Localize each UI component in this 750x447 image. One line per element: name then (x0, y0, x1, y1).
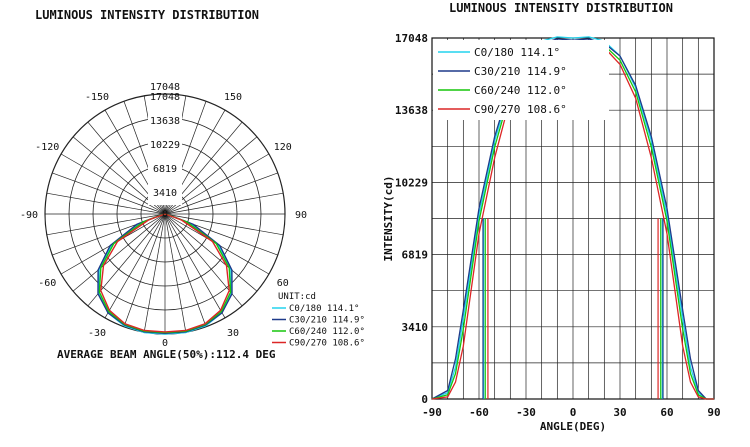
polar-spoke (143, 213, 166, 333)
polar-spoke (46, 192, 166, 215)
polar-spoke (164, 213, 187, 333)
angle-label: 17048 (150, 82, 180, 93)
y-tick-label: 3410 (402, 321, 429, 334)
ring-label: 13638 (150, 116, 180, 127)
angle-label: 60 (277, 278, 289, 289)
polar-spoke (52, 172, 166, 215)
angle-label: 30 (227, 328, 239, 339)
x-tick-label: 0 (570, 406, 577, 419)
polar-spoke (164, 213, 207, 327)
legend-label: C90/270 108.6° (474, 103, 567, 116)
polar-series-curve (100, 213, 230, 333)
polar-unit-label: UNIT:cd (278, 292, 316, 302)
x-tick-label: -90 (422, 406, 442, 419)
ring-label-mask (148, 97, 182, 205)
ring-label: 10229 (150, 140, 180, 151)
polar-spoke (123, 213, 166, 327)
ring-label: 6819 (153, 164, 177, 175)
legend-label: C0/180 114.1° (474, 46, 560, 59)
polar-spoke (72, 213, 166, 292)
y-tick-label: 17048 (395, 32, 428, 45)
y-tick-label: 6819 (402, 249, 429, 262)
x-tick-label: 60 (660, 406, 673, 419)
polar-spoke (46, 213, 166, 236)
polar-legend-label: C90/270 108.6° (289, 339, 365, 349)
ring-label-zero: 0 (162, 209, 168, 220)
angle-label: -120 (35, 142, 59, 153)
angle-label: -90 (20, 210, 38, 221)
polar-chart-title: LUMINOUS INTENSITY DISTRIBUTION (35, 8, 259, 22)
ring-label: 3410 (153, 188, 177, 199)
angle-label: 90 (295, 210, 307, 221)
beam-angle-annotation: AVERAGE BEAM ANGLE(50%):112.4 DEG (57, 348, 276, 361)
polar-legend-label: C0/180 114.1° (289, 304, 359, 314)
y-axis-label: INTENSITY(cd) (382, 175, 395, 261)
polar-spoke (164, 172, 278, 215)
cartesian-chart: LUMINOUS INTENSITY DISTRIBUTION -90 -60 -3… (382, 1, 721, 433)
angle-label: 150 (224, 92, 242, 103)
angle-label: 120 (274, 142, 292, 153)
legend-label: C60/240 112.0° (474, 84, 567, 97)
angle-label: -60 (38, 278, 56, 289)
angle-label: -150 (85, 92, 109, 103)
polar-spoke (60, 153, 166, 215)
polar-legend-label: C30/210 114.9° (289, 316, 365, 326)
cartesian-chart-panel: LUMINOUS INTENSITY DISTRIBUTION -90 -60 -3… (380, 0, 750, 447)
polar-spoke (164, 192, 284, 215)
polar-spoke (164, 213, 258, 292)
angle-label: 0 (162, 338, 168, 349)
polar-spoke (164, 153, 270, 215)
x-tick-label: 30 (613, 406, 626, 419)
series-line (431, 36, 714, 400)
polar-legend-label: C60/240 112.0° (289, 327, 365, 337)
y-tick-label: 0 (421, 393, 428, 406)
polar-chart-panel: LUMINOUS INTENSITY DISTRIBUTION 3410 6819… (20, 8, 365, 361)
ring-label: 17048 (150, 92, 180, 103)
polar-spoke (164, 213, 284, 236)
x-tick-label: -60 (469, 406, 489, 419)
x-axis-label: ANGLE(DEG) (540, 420, 606, 433)
y-tick-label: 10229 (395, 176, 428, 189)
polar-spoke (164, 213, 226, 319)
polar-spoke (104, 213, 166, 319)
legend-label: C30/210 114.9° (474, 65, 567, 78)
series-line (431, 38, 714, 400)
angle-label: -30 (88, 328, 106, 339)
legend-box (433, 40, 609, 120)
cartesian-chart-title: LUMINOUS INTENSITY DISTRIBUTION (449, 1, 673, 15)
polar-chart: LUMINOUS INTENSITY DISTRIBUTION 3410 6819… (20, 8, 365, 361)
y-tick-label: 13638 (395, 104, 428, 117)
x-tick-label: -30 (516, 406, 536, 419)
x-tick-label: 90 (707, 406, 720, 419)
